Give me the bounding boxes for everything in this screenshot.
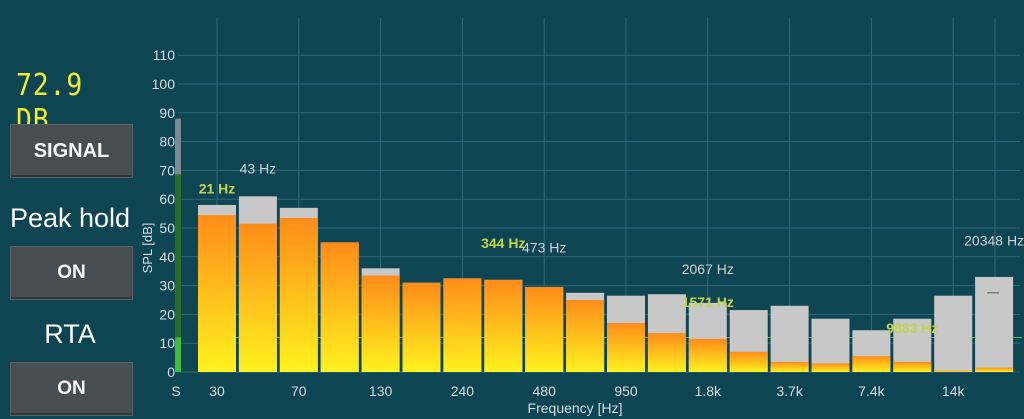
peak-hold-toggle[interactable]: ON: [10, 246, 133, 300]
x-tick-label: 70: [291, 383, 307, 399]
rta-bar: [852, 356, 891, 372]
peak-hold-bar: [811, 318, 850, 372]
peak-hold-bars: [198, 196, 1014, 372]
hold-peak-label: 473 Hz: [522, 239, 566, 255]
x-tick-label: 1.8k: [695, 383, 722, 399]
x-tick-label: 950: [614, 383, 638, 399]
hold-peak-label: 20348 Hz: [964, 232, 1024, 248]
rta-bar: [607, 323, 645, 372]
peak-hold-bar: [934, 295, 973, 372]
y-tick-label: 70: [159, 162, 175, 178]
rta-bar: [566, 300, 605, 372]
signal-button[interactable]: SIGNAL: [10, 124, 133, 178]
rta-bar: [238, 223, 277, 372]
y-tick-label: 40: [159, 249, 175, 265]
peak-hold-bar: [770, 305, 809, 372]
rta-bar: [402, 282, 441, 372]
x-tick-label: 14k: [942, 383, 966, 399]
rta-bar: [198, 215, 236, 372]
rta-toggle[interactable]: ON: [10, 362, 133, 416]
rta-peak-label: 344 Hz: [481, 235, 525, 251]
level-indicator-track: [175, 118, 181, 372]
rta-bar: [934, 370, 973, 372]
peak-hold-bar: [975, 276, 1014, 372]
rta-bar: [361, 275, 400, 372]
rta-peak-label: 9883 Hz: [886, 320, 938, 336]
y-tick-label: 60: [159, 191, 175, 207]
x-tick-label: 7.4k: [858, 383, 885, 399]
y-tick-label: 110: [153, 47, 176, 63]
rta-bar: [893, 361, 932, 372]
rta-peak-label: 21 Hz: [199, 180, 236, 196]
rta-bar: [279, 217, 318, 372]
rta-bar: [484, 279, 523, 372]
x-tick-label: 3.7k: [776, 383, 803, 399]
level-indicator-top: [175, 118, 181, 175]
y-tick-label: 50: [159, 220, 175, 236]
rta-bar: [647, 333, 686, 372]
axes: 0 10 20 30 40 50 60 70 80 90 100 110 S 30 70 130 240 480 9…: [152, 47, 966, 399]
y-tick-label: 90: [159, 105, 175, 121]
y-tick-label: 10: [159, 335, 175, 351]
x-tick-label: 480: [533, 383, 557, 399]
x-axis-title: Frequency [Hz]: [528, 400, 623, 416]
y-tick-label: 100: [152, 76, 176, 92]
y-tick-label: 20: [159, 306, 175, 322]
x-tick-label: S: [171, 383, 180, 399]
rta-bar: [770, 361, 809, 372]
spl-readout: 72.9 DB: [16, 68, 84, 138]
rta-bar: [688, 338, 727, 372]
rta-bar: [811, 363, 850, 372]
peak-hold-label: Peak hold: [9, 203, 131, 233]
rta-bar: [729, 351, 768, 372]
x-tick-label: 240: [451, 383, 475, 399]
rta-peak-label: 1571 Hz: [682, 294, 734, 310]
rta-bars: [198, 215, 1014, 372]
rta-bar: [525, 287, 564, 372]
x-tick-label: 30: [209, 383, 225, 399]
rta-bar: [320, 242, 359, 372]
hold-peak-label: 2067 Hz: [682, 261, 734, 277]
hold-peak-label: 43 Hz: [240, 160, 277, 176]
y-tick-label: 80: [159, 134, 175, 150]
level-indicator-fill: [175, 337, 181, 372]
x-tick-label: 130: [369, 383, 393, 399]
rta-bar: [443, 278, 482, 372]
y-tick-label: 30: [159, 278, 175, 294]
rta-label: RTA: [44, 319, 96, 349]
y-axis-title: SPL [dB]: [140, 223, 155, 274]
rta-bar: [975, 367, 1014, 372]
control-panel: 72.9 DB SIGNAL Peak hold ON RTA ON: [0, 0, 140, 419]
y-tick-label: 0: [167, 364, 175, 380]
